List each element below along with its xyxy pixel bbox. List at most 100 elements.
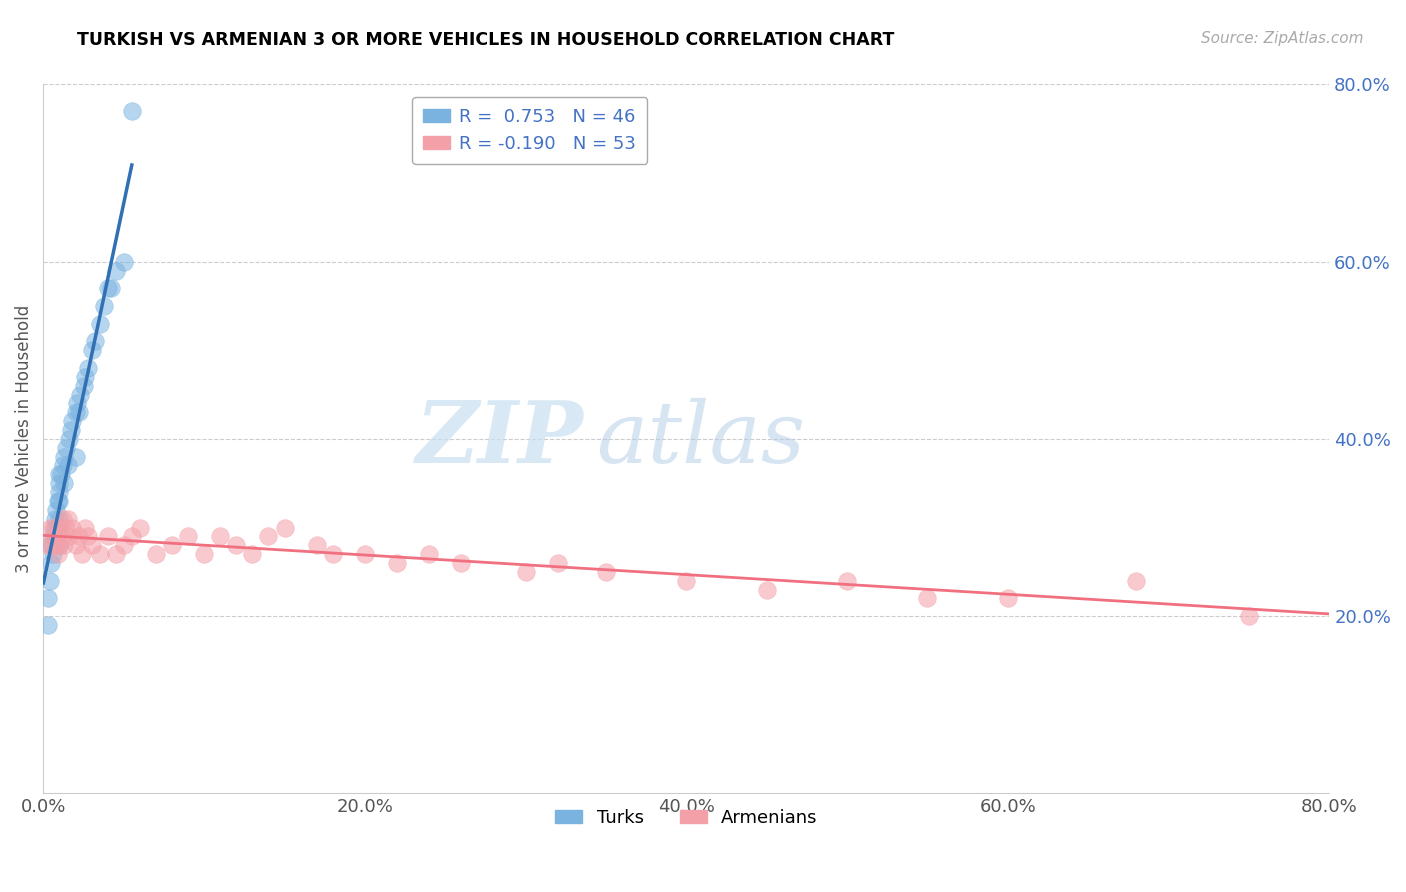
Point: [37, 538, 59, 552]
Point: [80, 538, 103, 552]
Point: [46, 494, 69, 508]
Point: [53, 476, 76, 491]
Point: [89, 547, 111, 561]
Point: [49, 467, 72, 482]
Point: [41, 538, 63, 552]
Point: [547, 556, 569, 570]
Point: [46, 547, 69, 561]
Point: [41, 556, 63, 570]
Point: [112, 254, 135, 268]
Point: [75, 369, 97, 384]
Point: [55, 520, 77, 534]
Point: [997, 591, 1019, 606]
Point: [53, 538, 76, 552]
Point: [48, 485, 70, 500]
Point: [38, 574, 60, 588]
Point: [322, 547, 344, 561]
Point: [305, 538, 328, 552]
Point: [128, 520, 150, 534]
Point: [49, 529, 72, 543]
Point: [240, 547, 263, 561]
Point: [38, 520, 60, 534]
Point: [67, 529, 90, 543]
Point: [44, 520, 66, 534]
Point: [52, 458, 75, 473]
Text: atlas: atlas: [596, 398, 806, 480]
Point: [48, 511, 70, 525]
Point: [675, 574, 697, 588]
Point: [75, 520, 97, 534]
Point: [450, 556, 472, 570]
Point: [60, 414, 83, 428]
Point: [37, 591, 59, 606]
Point: [193, 547, 215, 561]
Point: [45, 529, 67, 543]
Point: [100, 281, 122, 295]
Point: [69, 387, 91, 401]
Point: [46, 520, 69, 534]
Text: ZIP: ZIP: [416, 397, 583, 481]
Point: [65, 538, 87, 552]
Point: [56, 458, 79, 473]
Point: [67, 405, 90, 419]
Point: [121, 103, 143, 118]
Point: [121, 529, 143, 543]
Point: [418, 547, 440, 561]
Point: [515, 565, 537, 579]
Point: [37, 618, 59, 632]
Point: [104, 263, 127, 277]
Point: [44, 529, 66, 543]
Point: [65, 405, 87, 419]
Point: [42, 547, 65, 561]
Text: Source: ZipAtlas.com: Source: ZipAtlas.com: [1201, 31, 1364, 46]
Point: [48, 476, 70, 491]
Point: [209, 529, 232, 543]
Text: TURKISH VS ARMENIAN 3 OR MORE VEHICLES IN HOUSEHOLD CORRELATION CHART: TURKISH VS ARMENIAN 3 OR MORE VEHICLES I…: [77, 31, 894, 49]
Point: [44, 511, 66, 525]
Point: [104, 547, 127, 561]
Point: [80, 343, 103, 358]
Point: [66, 396, 89, 410]
Point: [48, 520, 70, 534]
Point: [917, 591, 939, 606]
Point: [58, 432, 80, 446]
Point: [48, 538, 70, 552]
Point: [65, 450, 87, 464]
Point: [112, 538, 135, 552]
Point: [385, 556, 408, 570]
Point: [70, 547, 93, 561]
Point: [595, 565, 617, 579]
Point: [42, 529, 65, 543]
Point: [145, 547, 167, 561]
Point: [93, 299, 115, 313]
Point: [835, 574, 858, 588]
Point: [48, 520, 70, 534]
Point: [77, 529, 100, 543]
Point: [48, 467, 70, 482]
Point: [77, 361, 100, 376]
Point: [48, 538, 70, 552]
Point: [45, 538, 67, 552]
Point: [1125, 574, 1147, 588]
Point: [42, 520, 65, 534]
Point: [177, 529, 200, 543]
Point: [354, 547, 377, 561]
Point: [52, 511, 75, 525]
Point: [97, 529, 120, 543]
Point: [60, 520, 83, 534]
Point: [53, 450, 76, 464]
Point: [273, 520, 295, 534]
Point: [160, 538, 183, 552]
Point: [755, 582, 778, 597]
Point: [257, 529, 280, 543]
Point: [89, 317, 111, 331]
Point: [83, 334, 105, 349]
Legend: Turks, Armenians: Turks, Armenians: [548, 802, 825, 834]
Point: [45, 503, 67, 517]
Point: [48, 494, 70, 508]
Point: [97, 281, 120, 295]
Point: [225, 538, 247, 552]
Point: [72, 378, 94, 392]
Point: [59, 423, 82, 437]
Point: [55, 441, 77, 455]
